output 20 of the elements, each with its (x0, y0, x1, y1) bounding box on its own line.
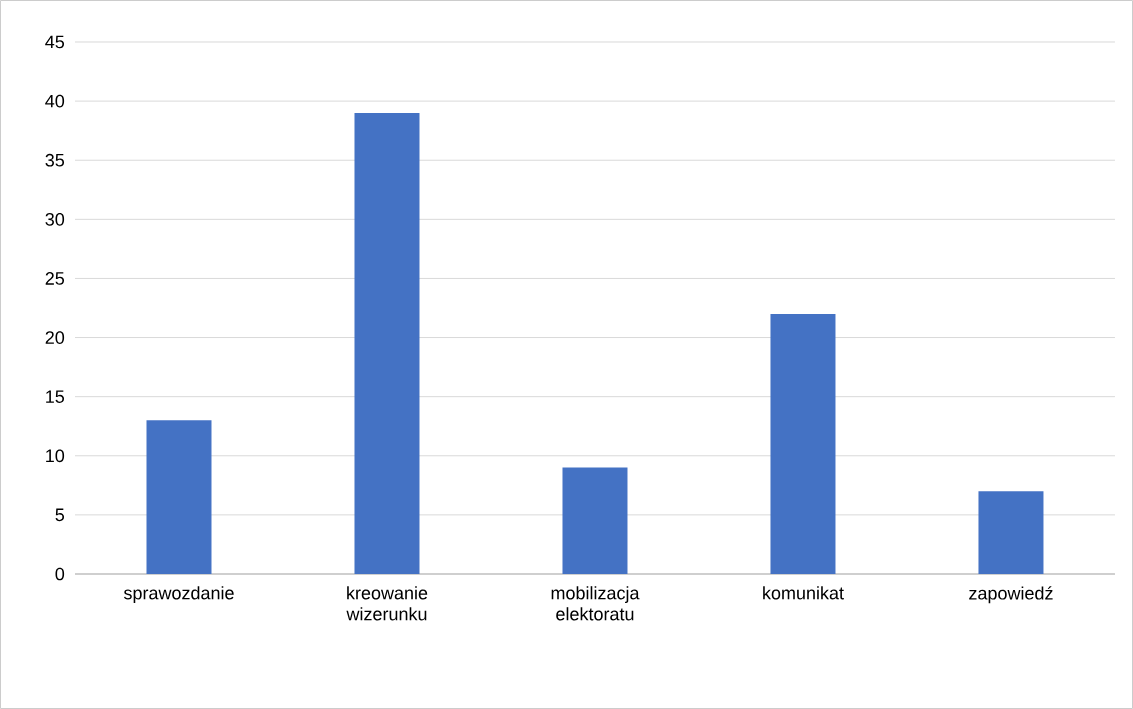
y-tick-label: 35 (45, 153, 65, 167)
y-tick-label: 15 (46, 390, 65, 403)
y-tick-label: 30 (45, 212, 65, 226)
y-tick-label: 20 (45, 331, 65, 344)
x-tick-label: kreowanie wizerunku (346, 586, 428, 621)
bar (978, 491, 1044, 574)
bar (562, 467, 628, 574)
x-tick-label: mobilizacja elektoratu (551, 586, 640, 621)
y-tick-label: 40 (45, 94, 65, 108)
x-tick-label: komunikat (763, 586, 844, 600)
bar (770, 313, 836, 574)
y-tick-label: 45 (45, 35, 65, 49)
y-tick-label: 5 (55, 508, 65, 522)
x-tick-label: zapowiedź (969, 586, 1053, 604)
y-tick-label: 10 (46, 449, 65, 463)
bar (354, 112, 420, 574)
y-tick-label: 25 (45, 272, 65, 285)
bar (146, 420, 212, 574)
y-tick-label: 0 (55, 567, 65, 581)
x-tick-label: sprawozdanie (123, 586, 234, 603)
